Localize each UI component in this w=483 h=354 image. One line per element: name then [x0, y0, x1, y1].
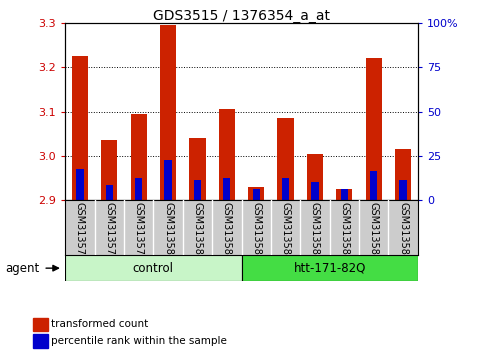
Bar [341, 189, 348, 200]
Bar [189, 138, 205, 200]
Bar [101, 140, 117, 200]
Text: percentile rank within the sample: percentile rank within the sample [51, 336, 227, 346]
Bar [312, 182, 319, 200]
Bar [242, 255, 418, 281]
Bar [253, 189, 260, 200]
Bar [194, 180, 201, 200]
Text: GSM313582: GSM313582 [222, 202, 232, 261]
Bar [336, 189, 353, 200]
Bar [135, 178, 142, 200]
Text: GSM313581: GSM313581 [192, 202, 202, 261]
Bar [223, 178, 230, 200]
Text: GSM313587: GSM313587 [369, 202, 379, 261]
Text: GSM313583: GSM313583 [251, 202, 261, 261]
Bar [370, 171, 377, 200]
Bar [278, 118, 294, 200]
Bar [72, 56, 88, 200]
Bar [307, 154, 323, 200]
Bar [395, 149, 411, 200]
Text: GDS3515 / 1376354_a_at: GDS3515 / 1376354_a_at [153, 9, 330, 23]
Bar [160, 25, 176, 200]
Bar [366, 58, 382, 200]
Text: GSM313580: GSM313580 [163, 202, 173, 261]
Text: GSM313578: GSM313578 [104, 202, 114, 261]
Bar [399, 180, 407, 200]
Bar [76, 169, 84, 200]
Bar [33, 334, 48, 348]
Bar [106, 184, 113, 200]
Text: GSM313584: GSM313584 [281, 202, 291, 261]
Text: transformed count: transformed count [51, 319, 148, 329]
Bar [282, 178, 289, 200]
Bar [164, 160, 171, 200]
Text: agent: agent [5, 262, 39, 275]
Text: GSM313588: GSM313588 [398, 202, 408, 261]
Bar [219, 109, 235, 200]
Text: htt-171-82Q: htt-171-82Q [294, 262, 366, 275]
Bar [130, 114, 147, 200]
Text: control: control [133, 262, 174, 275]
Text: GSM313579: GSM313579 [134, 202, 143, 261]
Bar [65, 255, 242, 281]
Bar [248, 187, 264, 200]
Text: GSM313586: GSM313586 [340, 202, 349, 261]
Text: GSM313577: GSM313577 [75, 202, 85, 261]
Text: GSM313585: GSM313585 [310, 202, 320, 261]
Bar [33, 318, 48, 331]
